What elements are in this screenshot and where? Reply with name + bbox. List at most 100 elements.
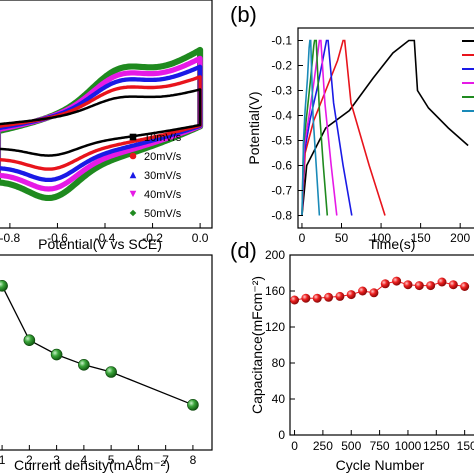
panel-a-x-axis-label: Potential(V vs SCE): [38, 236, 162, 252]
panel-b-y-tick-label: -0.4: [271, 109, 292, 123]
panel-b-y-tick-label: -0.8: [271, 209, 292, 223]
rate-point: [105, 366, 117, 378]
panel-c-x-tick-label: 3: [53, 453, 60, 467]
cycle-point: [290, 295, 300, 305]
legend-label-30mV/s: 30mV/s: [144, 170, 182, 182]
panel-c-x-tick-label: 1: [0, 453, 6, 467]
panel-b-x-tick-label: 0: [299, 231, 306, 245]
panel-d-plot: [290, 276, 470, 305]
panel-a-x-tick-label: -0.6: [47, 231, 68, 245]
legend-marker-20mV/s: [129, 152, 137, 160]
panel-d-y-tick-label: 80: [272, 356, 286, 370]
panel-b-x-ticks: 0 50 100 150 200: [299, 223, 471, 245]
panel-c-plot: [0, 279, 199, 411]
legend-marker-40mV/s: [129, 190, 137, 198]
panel-a-legend: 10mV/s 20mV/s 30mV/s 40mV/s 50mV/s: [129, 132, 182, 220]
panel-d-y-ticks: 0 40 80 120 160 200: [265, 248, 295, 442]
rate-line: [1, 285, 194, 406]
panel-b-x-tick-label: 200: [450, 231, 470, 245]
panel-d-x-tick-label: 1000: [395, 439, 422, 453]
panel-c-x-axis-label: Current density(mAcm⁻²): [14, 457, 170, 473]
rate-point: [78, 359, 90, 371]
panel-a-x-tick-label: -0.4: [95, 231, 116, 245]
panel-d: (d) 0 40 80 120 160 200 0 250 500 750 1000 1250 150…: [230, 238, 474, 473]
cycle-point: [448, 280, 458, 290]
panel-d-y-axis-label: Capacitance(mFcm⁻²): [249, 276, 265, 414]
cycle-point: [301, 293, 311, 303]
cycle-point: [392, 276, 402, 286]
panel-b-x-tick-label: 50: [335, 231, 349, 245]
panel-d-x-tick-label: 500: [341, 439, 361, 453]
cycle-point: [403, 280, 413, 290]
panel-b-label: (b): [230, 2, 257, 27]
panel-b-x-tick-label: 100: [371, 231, 391, 245]
panel-b-y-ticks: -0.1 -0.2 -0.3 -0.4 -0.5 -0.6 -0.7 -0.8: [271, 34, 303, 223]
gcd-curve-6: [301, 39, 321, 216]
panel-d-y-tick-label: 120: [265, 320, 285, 334]
cycle-point: [312, 293, 322, 303]
cycle-point: [324, 292, 334, 302]
panel-b-gcd-curves: [301, 39, 469, 216]
gcd-curve-5: [301, 39, 329, 216]
panel-b-x-tick-label: 150: [411, 231, 431, 245]
rate-point: [0, 279, 8, 292]
legend-label-20mV/s: 20mV/s: [144, 151, 182, 163]
cycle-point: [358, 286, 368, 296]
panel-a-x-ticks: -0.8 -0.6 -0.4 -0.2 0.0: [0, 223, 209, 245]
cycle-point: [437, 277, 447, 287]
panel-b-y-tick-label: -0.1: [271, 34, 292, 48]
panel-a-cv-curves: [0, 46, 204, 202]
panel-c-x-tick-label: 5: [108, 453, 115, 467]
panel-d-x-axis-label: Cycle Number: [336, 457, 425, 473]
panel-b-x-axis-label: Time(s): [369, 236, 416, 252]
panel-b: (b) -0.1 -0.2 -0.3 -0.4 -0.5 -0.6 -0.7 -0.8 0 50…: [230, 2, 474, 252]
panel-b-y-tick-label: -0.5: [271, 134, 292, 148]
panel-a-x-tick-label: -0.8: [0, 231, 21, 245]
panel-b-legend: [462, 40, 474, 112]
cv-loop-10mV/s: [0, 88, 202, 157]
gcd-curve-2: [301, 39, 386, 216]
rate-point: [187, 399, 199, 411]
legend-marker-30mV/s: [129, 171, 137, 179]
panel-d-x-tick-label: 250: [313, 439, 333, 453]
panel-b-frame: [297, 27, 474, 229]
panel-d-x-tick-label: 750: [370, 439, 390, 453]
panel-b-y-tick-label: -0.2: [271, 59, 292, 73]
panel-a-x-tick-label: 0.0: [192, 231, 209, 245]
cycle-point: [380, 279, 390, 289]
rate-point: [23, 334, 36, 346]
panel-c-x-tick-label: 2: [26, 453, 33, 467]
panel-b-y-tick-label: -0.6: [271, 159, 292, 173]
panel-d-y-tick-label: 160: [265, 284, 285, 298]
panel-c-x-tick-label: 8: [190, 453, 197, 467]
panel-d-x-tick-label: 0: [291, 439, 298, 453]
cycle-point: [414, 281, 424, 291]
panel-c-frame: [0, 254, 213, 451]
legend-label-50mV/s: 50mV/s: [144, 208, 182, 220]
panel-d-frame: [289, 254, 474, 436]
panel-d-y-tick-label: 40: [272, 392, 286, 406]
cycle-point: [426, 281, 436, 291]
legend-label-40mV/s: 40mV/s: [144, 189, 182, 201]
panel-c: 1 2 3 4 5 6 7 8 Current density(mAcm⁻²): [0, 254, 213, 473]
panel-c-x-ticks: 1 2 3 4 5 6 7 8: [0, 445, 197, 467]
panel-a-x-tick-label: -0.2: [142, 231, 163, 245]
cycle-point: [460, 282, 470, 291]
panel-d-x-ticks: 0 250 500 750 1000 1250 150: [291, 430, 474, 453]
gcd-curve-1: [301, 39, 469, 216]
panel-c-x-tick-label: 4: [81, 453, 88, 467]
panel-d-label: (d): [230, 238, 257, 263]
legend-marker-10mV/s: [129, 133, 137, 141]
gcd-curve-4: [301, 39, 338, 216]
panel-c-x-tick-label: 7: [162, 453, 169, 467]
gcd-curve-3: [301, 39, 353, 216]
cycle-point: [346, 290, 356, 300]
legend-label-10mV/s: 10mV/s: [144, 132, 182, 144]
cycle-point: [369, 288, 379, 298]
panel-d-y-tick-label: 200: [265, 248, 285, 262]
panel-d-x-tick-label: 1250: [423, 439, 450, 453]
panel-b-y-tick-label: -0.7: [271, 184, 292, 198]
cycle-line: [294, 280, 465, 301]
